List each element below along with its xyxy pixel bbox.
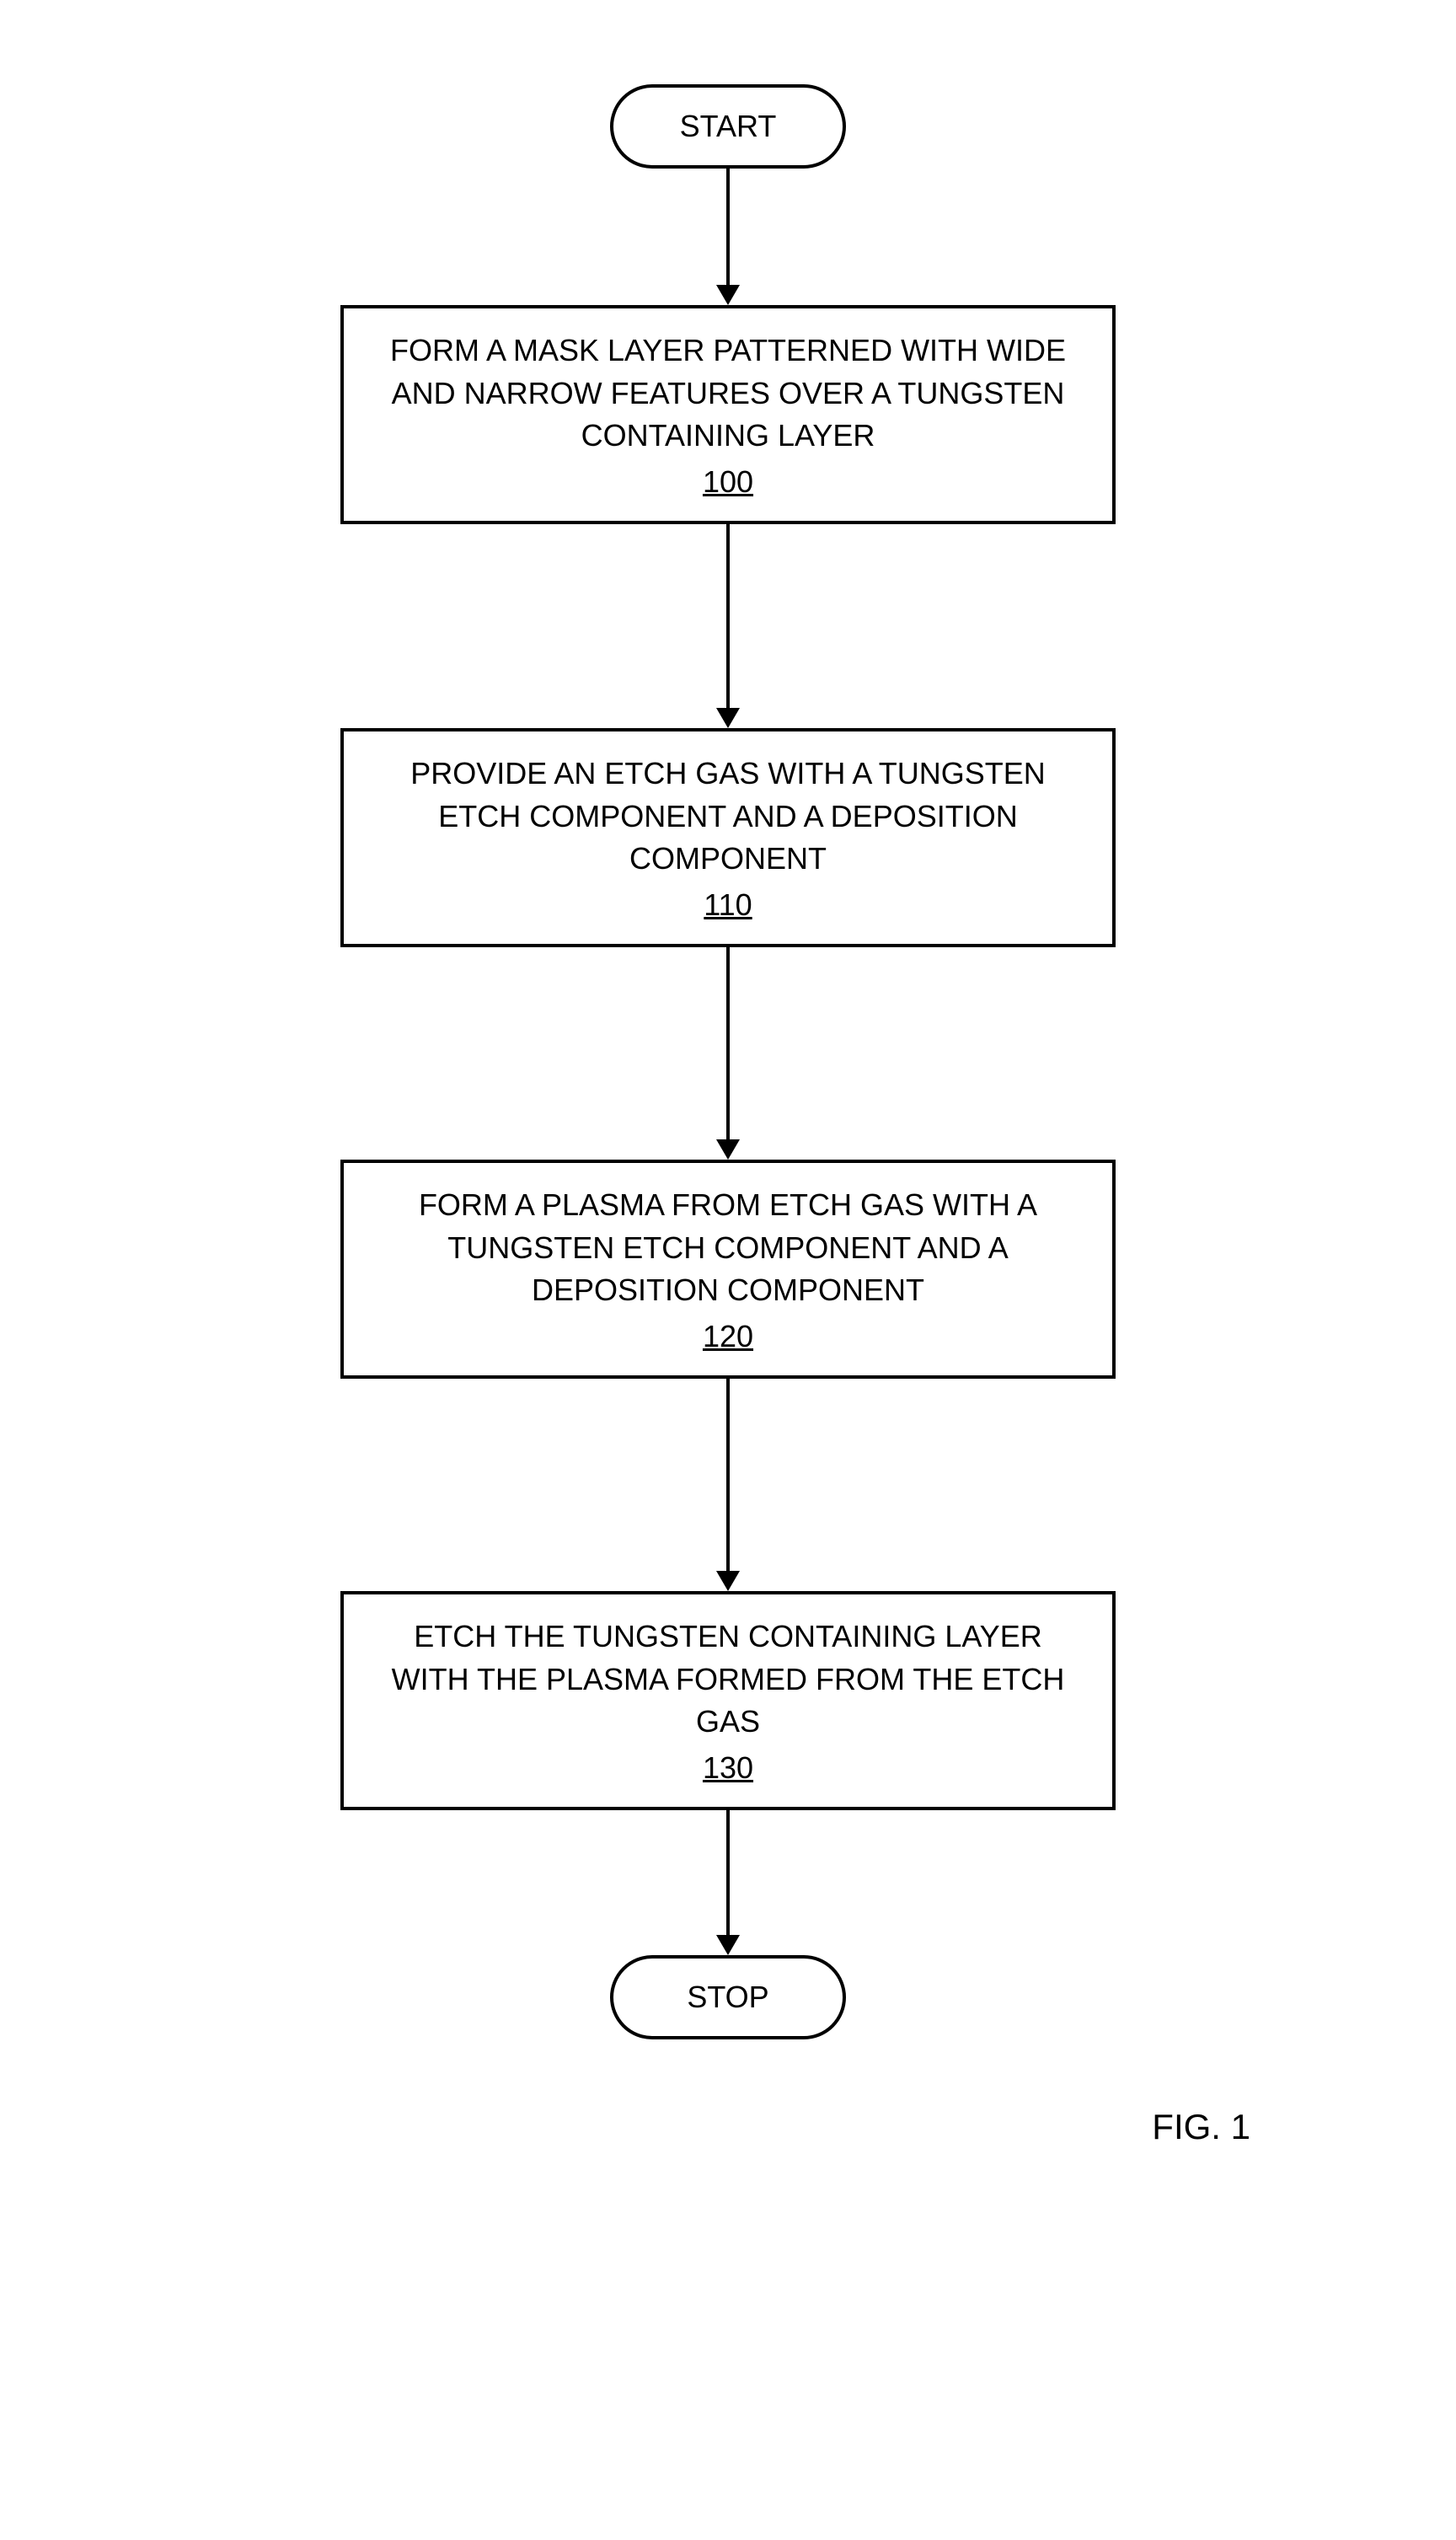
arrow-3 [716,947,740,1160]
process-number: 100 [703,464,753,500]
process-step-110: PROVIDE AN ETCH GAS WITH A TUNGSTEN ETCH… [340,728,1116,947]
arrow-head [716,1139,740,1160]
arrow-4 [716,1379,740,1591]
process-text: PROVIDE AN ETCH GAS WITH A TUNGSTEN ETCH… [377,753,1079,880]
stop-node: STOP [610,1955,846,2039]
arrow-2 [716,524,740,728]
start-label: START [680,109,777,144]
arrow-head [716,1935,740,1955]
process-number: 110 [704,887,752,923]
process-step-100: FORM A MASK LAYER PATTERNED WITH WIDE AN… [340,305,1116,524]
flowchart-container: START FORM A MASK LAYER PATTERNED WITH W… [222,34,1234,2039]
process-step-130: ETCH THE TUNGSTEN CONTAINING LAYER WITH … [340,1591,1116,1810]
figure-label: FIG. 1 [138,2107,1318,2147]
arrow-line [726,1810,730,1937]
arrow-head [716,285,740,305]
arrow-line [726,1379,730,1573]
process-text: FORM A PLASMA FROM ETCH GAS WITH A TUNGS… [377,1184,1079,1311]
arrow-line [726,947,730,1141]
process-step-120: FORM A PLASMA FROM ETCH GAS WITH A TUNGS… [340,1160,1116,1379]
stop-label: STOP [687,1980,768,2015]
arrow-line [726,524,730,710]
process-number: 120 [703,1319,753,1354]
start-node: START [610,84,846,169]
process-number: 130 [703,1750,753,1786]
arrow-line [726,169,730,287]
arrow-1 [716,169,740,305]
process-text: ETCH THE TUNGSTEN CONTAINING LAYER WITH … [377,1616,1079,1743]
process-text: FORM A MASK LAYER PATTERNED WITH WIDE AN… [377,330,1079,457]
arrow-5 [716,1810,740,1955]
arrow-head [716,708,740,728]
arrow-head [716,1571,740,1591]
